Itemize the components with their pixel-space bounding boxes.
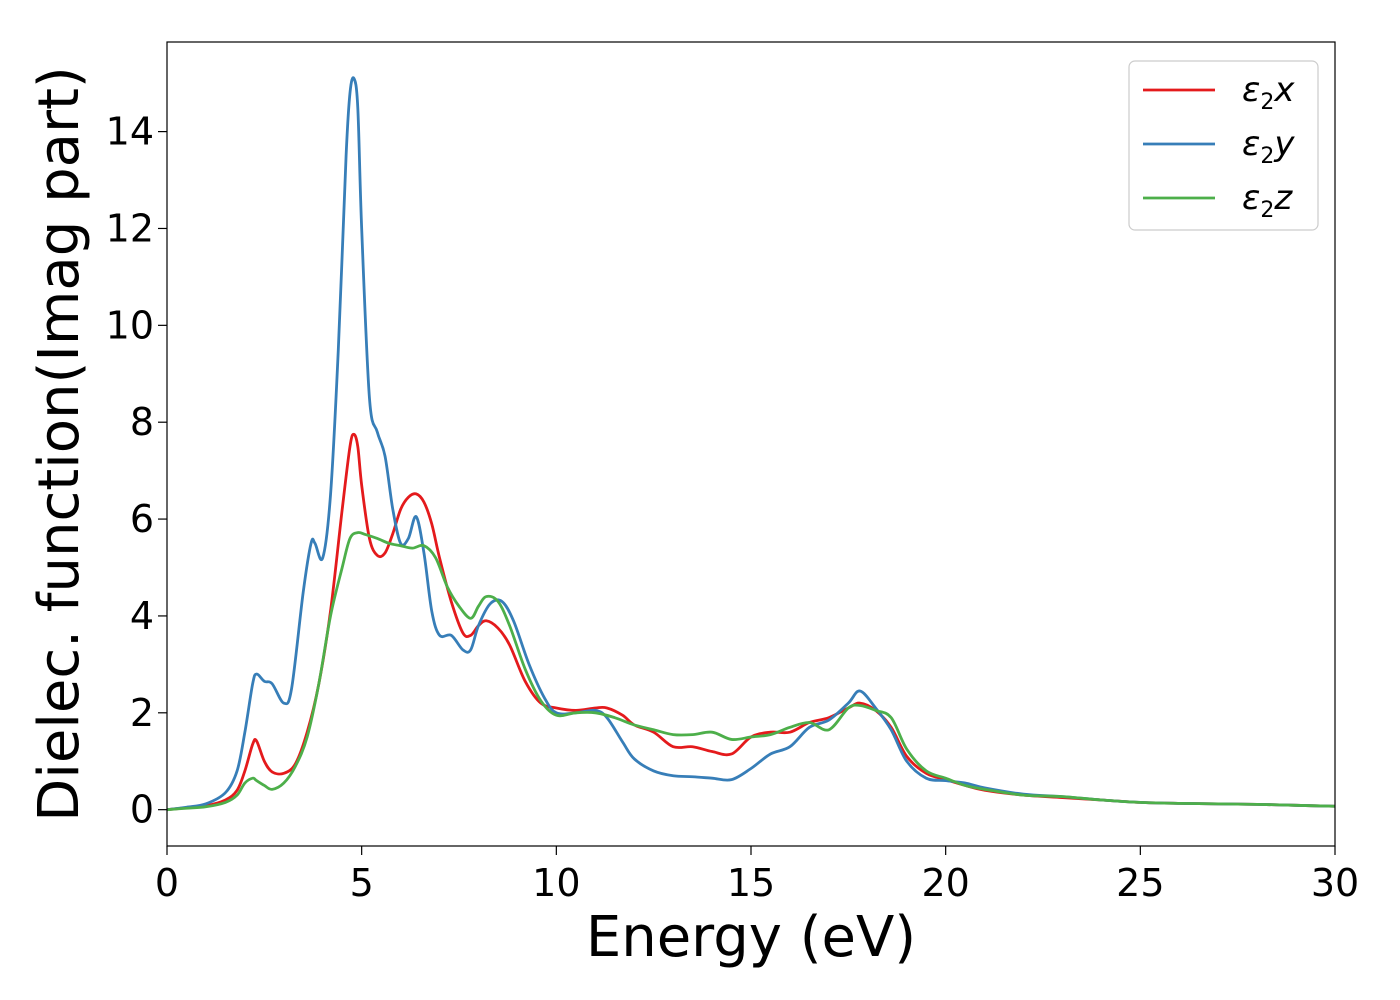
x-tick-label: 30 [1311, 861, 1359, 905]
x-tick-label: 0 [155, 861, 179, 905]
y-tick-label: 12 [106, 206, 154, 250]
y-tick-label: 2 [130, 691, 154, 735]
y-tick-label: 10 [106, 303, 154, 347]
y-tick-label: 0 [130, 788, 154, 832]
legend-label-y: ε2y [1242, 124, 1295, 169]
y-tick-label: 8 [130, 400, 154, 444]
x-axis-title: Energy (eV) [586, 905, 916, 970]
y-tick-label: 14 [106, 110, 154, 154]
x-tick-label: 15 [727, 861, 775, 905]
y-axis-title: Dielec. function(Imag part) [27, 66, 92, 822]
x-tick-label: 20 [921, 861, 969, 905]
legend-label-z: ε2z [1242, 178, 1293, 223]
legend: ε2x ε2y ε2z [1128, 60, 1319, 231]
legend-label-x: ε2x [1242, 70, 1295, 115]
plot-lines [167, 76, 1335, 812]
x-axis: 0 5 10 15 20 25 30 [155, 846, 1359, 905]
series-line-y [167, 76, 1335, 812]
y-tick-label: 4 [130, 594, 154, 638]
series-line-z [167, 531, 1335, 812]
x-tick-label: 25 [1116, 861, 1164, 905]
y-tick-label: 6 [130, 497, 154, 541]
x-tick-label: 10 [532, 861, 580, 905]
x-tick-label: 5 [350, 861, 374, 905]
y-axis: 0 2 4 6 8 10 12 14 [106, 110, 167, 832]
legend-box [1128, 60, 1319, 231]
